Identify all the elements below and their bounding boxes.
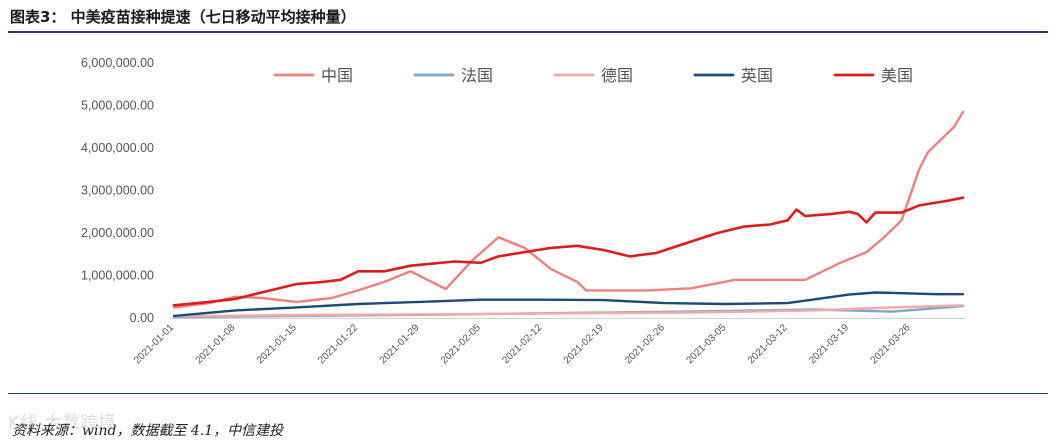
legend-label: 德国	[601, 66, 633, 85]
bottom-rule	[8, 393, 1048, 394]
y-tick-label: 6,000,000.00	[81, 56, 154, 70]
series-line-4	[172, 291, 965, 318]
legend-label: 中国	[321, 66, 353, 85]
x-tick-label: 2021-01-15	[255, 322, 299, 366]
x-tick-label: 2021-03-19	[807, 322, 851, 366]
x-tick-label: 2021-01-01	[132, 322, 176, 366]
x-tick-label: 2021-03-26	[869, 322, 913, 366]
x-tick-label: 2021-02-12	[500, 322, 544, 366]
y-tick-label: 3,000,000.00	[81, 184, 154, 198]
chart-title: 图表3： 中美疫苗接种提速（七日移动平均接种量）	[10, 8, 356, 26]
y-tick-label: 5,000,000.00	[81, 99, 154, 113]
series-line-1	[172, 110, 965, 309]
legend-label: 美国	[881, 66, 913, 85]
y-tick-label: 2,000,000.00	[81, 226, 154, 240]
x-tick-label: 2021-02-05	[439, 322, 483, 366]
legend-label: 法国	[461, 66, 493, 85]
series-line-5	[172, 196, 965, 307]
x-tick-label: 2021-01-29	[378, 322, 422, 366]
x-tick-label: 2021-01-08	[194, 322, 238, 366]
y-tick-label: 4,000,000.00	[81, 141, 154, 155]
legend-label: 英国	[741, 66, 773, 85]
y-tick-label: 0.00	[130, 311, 154, 325]
x-tick-label: 2021-01-22	[316, 322, 360, 366]
top-rule	[8, 31, 1048, 33]
x-tick-label: 2021-02-19	[562, 322, 606, 366]
source-note: 资料来源：wind，数据截至 4.1，中信建投	[12, 423, 284, 439]
series-line-3	[172, 304, 965, 318]
x-tick-label: 2021-03-12	[746, 322, 790, 366]
x-tick-label: 2021-02-26	[623, 322, 667, 366]
x-tick-label: 2021-03-05	[684, 322, 728, 366]
y-tick-label: 1,000,000.00	[81, 269, 154, 283]
watermark-text: K线 大数跨境	[8, 413, 117, 433]
vaccination-line-chart: 6,000,000.00 5,000,000.00 4,000,000.00 3,00…	[81, 56, 965, 366]
